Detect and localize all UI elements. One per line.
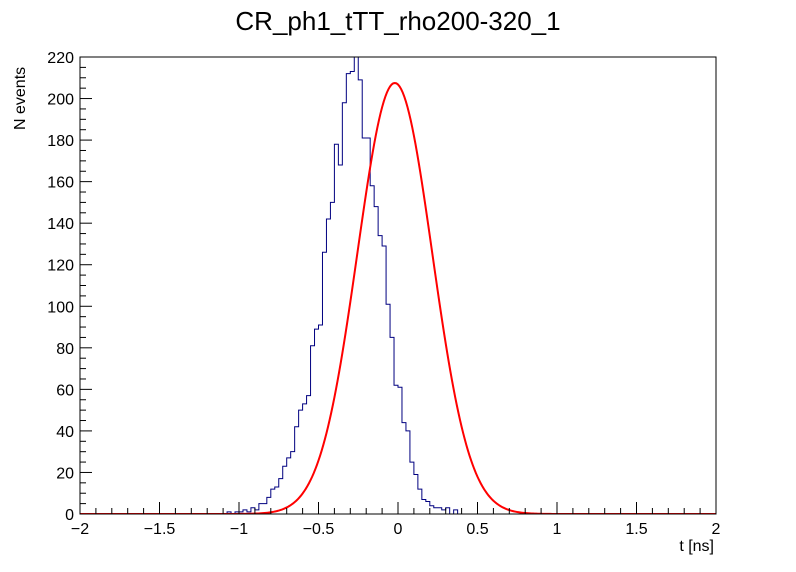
y-tick-label: 0 xyxy=(65,507,74,524)
histogram-bin xyxy=(330,202,334,514)
histogram-bin xyxy=(338,165,342,514)
histogram-bin xyxy=(402,423,406,514)
histogram-bin xyxy=(271,489,275,514)
y-axis-label: N events xyxy=(12,66,29,130)
y-tick-label: 180 xyxy=(47,133,74,150)
histogram-bin xyxy=(446,508,450,514)
x-tick-label: 2 xyxy=(712,521,721,538)
y-tick-label: 140 xyxy=(47,216,74,233)
histogram-bin xyxy=(438,508,442,514)
histogram-bin xyxy=(370,186,374,514)
histogram-bin xyxy=(426,502,430,514)
histogram-bin xyxy=(322,252,326,514)
x-tick-label: 1 xyxy=(553,521,562,538)
histogram-bin xyxy=(394,385,398,514)
y-tick-label: 120 xyxy=(47,258,74,275)
y-tick-label: 160 xyxy=(47,175,74,192)
histogram-bin xyxy=(378,236,382,514)
y-tick-label: 100 xyxy=(47,299,74,316)
histogram-bin xyxy=(319,325,323,514)
y-tick-label: 80 xyxy=(56,341,74,358)
histogram-bin xyxy=(454,510,458,514)
y-tick-label: 60 xyxy=(56,382,74,399)
x-tick-label: −2 xyxy=(71,521,89,538)
x-tick-label: 0 xyxy=(394,521,403,538)
y-tick-label: 220 xyxy=(47,50,74,67)
histogram-bin xyxy=(410,462,414,514)
histogram-bin xyxy=(398,387,402,514)
histogram-bin xyxy=(386,304,390,514)
histogram-bin xyxy=(414,475,418,514)
histogram-bin xyxy=(434,508,438,514)
y-tick-label: 40 xyxy=(56,424,74,441)
x-tick-label: 0.5 xyxy=(466,521,488,538)
histogram-bin xyxy=(422,499,426,514)
histogram-bin xyxy=(442,510,446,514)
x-tick-label: −1.5 xyxy=(144,521,176,538)
plot-frame xyxy=(79,56,717,515)
y-tick-label: 20 xyxy=(56,465,74,482)
histogram-bin xyxy=(382,246,386,514)
histogram-bin xyxy=(406,431,410,514)
x-tick-label: −0.5 xyxy=(303,521,335,538)
fit-curve xyxy=(80,81,716,514)
histogram-series xyxy=(80,57,716,514)
histogram-bin xyxy=(315,329,319,514)
x-tick-label: −1 xyxy=(230,521,248,538)
histogram-bin xyxy=(307,396,311,514)
histogram-bin xyxy=(430,506,434,514)
x-axis-label: t [ns] xyxy=(679,538,714,555)
histogram-bin xyxy=(303,404,307,514)
histogram-bin xyxy=(358,80,362,514)
x-tick-label: 1.5 xyxy=(625,521,647,538)
histogram-bin xyxy=(418,489,422,514)
histogram-bin xyxy=(334,144,338,514)
histogram-bin xyxy=(311,346,315,514)
histogram-bin xyxy=(346,74,350,514)
histogram-bin xyxy=(326,219,330,514)
histogram-outline xyxy=(80,57,716,514)
chart-title: CR_ph1_tTT_rho200-320_1 xyxy=(235,6,561,36)
histogram-bin xyxy=(342,103,346,514)
histogram-bin xyxy=(374,207,378,514)
y-tick-label: 200 xyxy=(47,92,74,109)
histogram-bin xyxy=(390,337,394,514)
